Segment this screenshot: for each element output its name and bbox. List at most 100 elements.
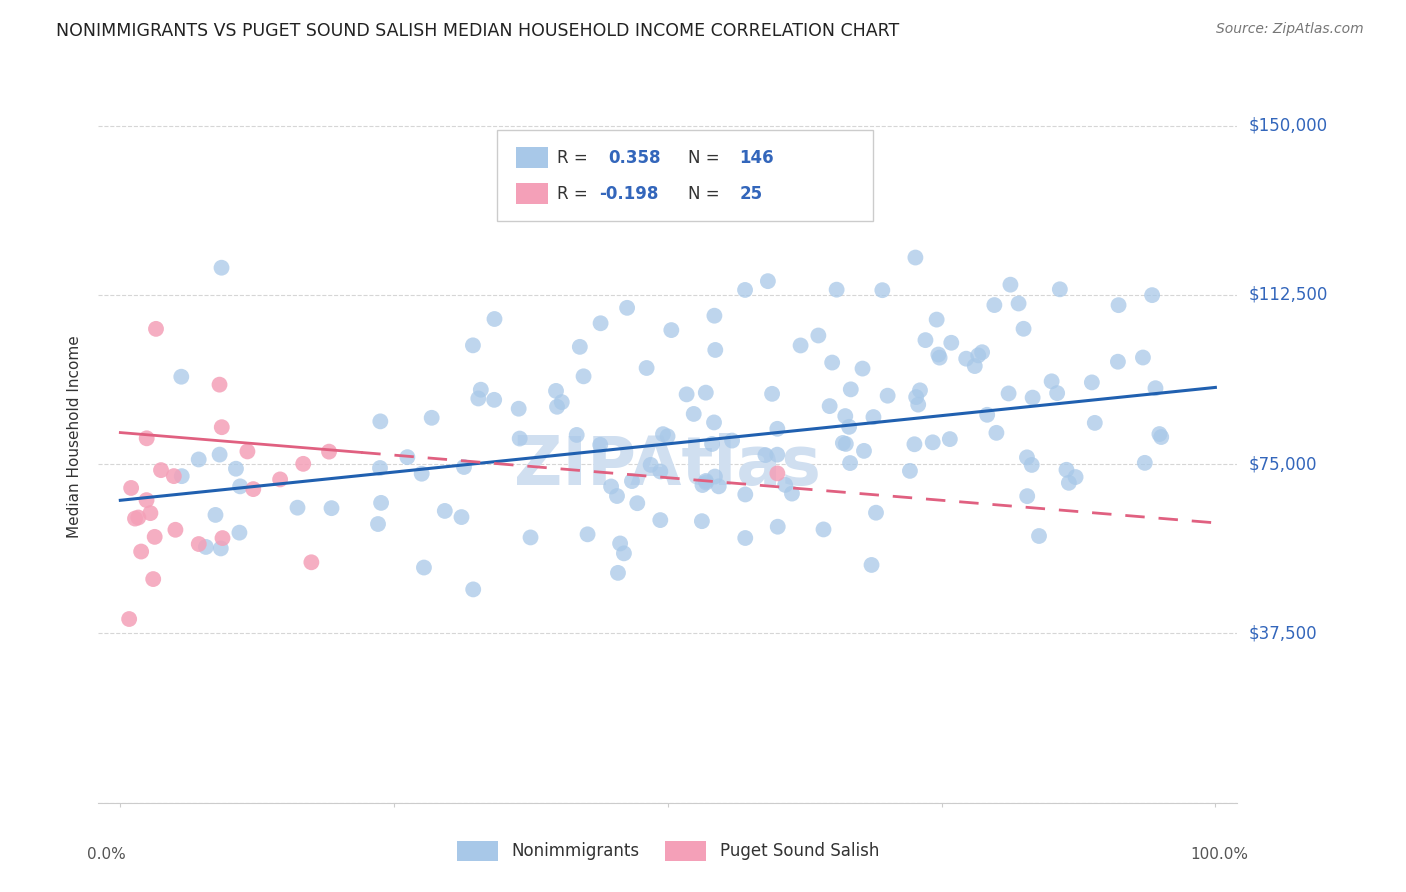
Point: [1056, 463, 1078, 477]
Point: [1021, 391, 1043, 405]
Y-axis label: Median Household Income: Median Household Income: [67, 335, 83, 539]
Point: [997, 386, 1019, 401]
Text: ZIPAtlas: ZIPAtlas: [515, 434, 821, 500]
Point: [1021, 458, 1043, 472]
Point: [761, 387, 783, 401]
Point: [142, 572, 165, 586]
Point: [898, 464, 921, 478]
Point: [872, 283, 894, 297]
Point: [165, 523, 187, 537]
Point: [368, 461, 391, 475]
Point: [170, 469, 193, 483]
Point: [1149, 427, 1171, 442]
Point: [983, 298, 1005, 312]
Point: [734, 531, 756, 545]
Point: [551, 395, 574, 409]
Point: [695, 475, 717, 490]
Text: $150,000: $150,000: [1249, 117, 1327, 135]
Point: [484, 312, 506, 326]
Point: [1064, 470, 1087, 484]
Point: [921, 435, 943, 450]
Point: [700, 437, 723, 451]
Point: [470, 383, 492, 397]
Point: [939, 432, 962, 446]
Point: [163, 469, 186, 483]
Point: [834, 409, 856, 423]
Point: [318, 444, 340, 458]
Point: [695, 385, 717, 400]
Point: [860, 558, 883, 572]
Legend: Nonimmigrants, Puget Sound Salish: Nonimmigrants, Puget Sound Salish: [450, 834, 886, 868]
Point: [370, 496, 392, 510]
Point: [967, 348, 990, 362]
Point: [813, 523, 835, 537]
Point: [821, 355, 844, 369]
Point: [299, 555, 322, 569]
Point: [721, 434, 744, 448]
Text: N =: N =: [689, 185, 725, 202]
Point: [367, 516, 389, 531]
Point: [453, 460, 475, 475]
Point: [927, 347, 949, 361]
Point: [135, 493, 157, 508]
Point: [1107, 355, 1129, 369]
Point: [127, 510, 149, 524]
Point: [170, 369, 193, 384]
Point: [544, 384, 567, 398]
Point: [773, 478, 796, 492]
Point: [835, 437, 858, 451]
Point: [461, 338, 484, 352]
Text: N =: N =: [689, 149, 725, 167]
Point: [636, 361, 658, 376]
Point: [831, 436, 853, 450]
Point: [1007, 296, 1029, 310]
Point: [211, 531, 233, 545]
Text: R =: R =: [557, 185, 593, 202]
Point: [955, 351, 977, 366]
Point: [228, 525, 250, 540]
Text: 146: 146: [740, 149, 775, 167]
Point: [914, 333, 936, 347]
Point: [1150, 430, 1173, 444]
Point: [652, 427, 675, 442]
Point: [675, 387, 697, 401]
Point: [1140, 288, 1163, 302]
Point: [734, 487, 756, 501]
Point: [120, 481, 142, 495]
Point: [568, 340, 591, 354]
Point: [606, 489, 628, 503]
Point: [482, 392, 505, 407]
Point: [986, 425, 1008, 440]
Point: [766, 519, 789, 533]
Point: [209, 541, 232, 556]
FancyBboxPatch shape: [516, 147, 548, 168]
FancyBboxPatch shape: [498, 130, 873, 221]
Point: [734, 283, 756, 297]
Point: [818, 399, 841, 413]
Point: [703, 309, 725, 323]
Point: [852, 443, 875, 458]
Point: [287, 500, 309, 515]
Point: [208, 377, 231, 392]
Point: [657, 429, 679, 443]
Text: 0.0%: 0.0%: [87, 847, 125, 862]
Point: [862, 410, 884, 425]
Point: [963, 359, 986, 373]
Point: [139, 506, 162, 520]
Text: 0.358: 0.358: [609, 149, 661, 167]
Point: [766, 448, 789, 462]
Point: [187, 537, 209, 551]
Text: Source: ZipAtlas.com: Source: ZipAtlas.com: [1216, 22, 1364, 37]
Point: [640, 458, 662, 472]
Point: [607, 566, 630, 580]
Point: [1015, 450, 1038, 465]
Point: [609, 536, 631, 550]
Point: [145, 322, 167, 336]
Point: [789, 338, 811, 352]
Point: [626, 496, 648, 510]
Point: [546, 400, 568, 414]
Point: [838, 420, 860, 434]
Point: [229, 479, 252, 493]
Point: [1028, 529, 1050, 543]
Point: [707, 479, 730, 493]
